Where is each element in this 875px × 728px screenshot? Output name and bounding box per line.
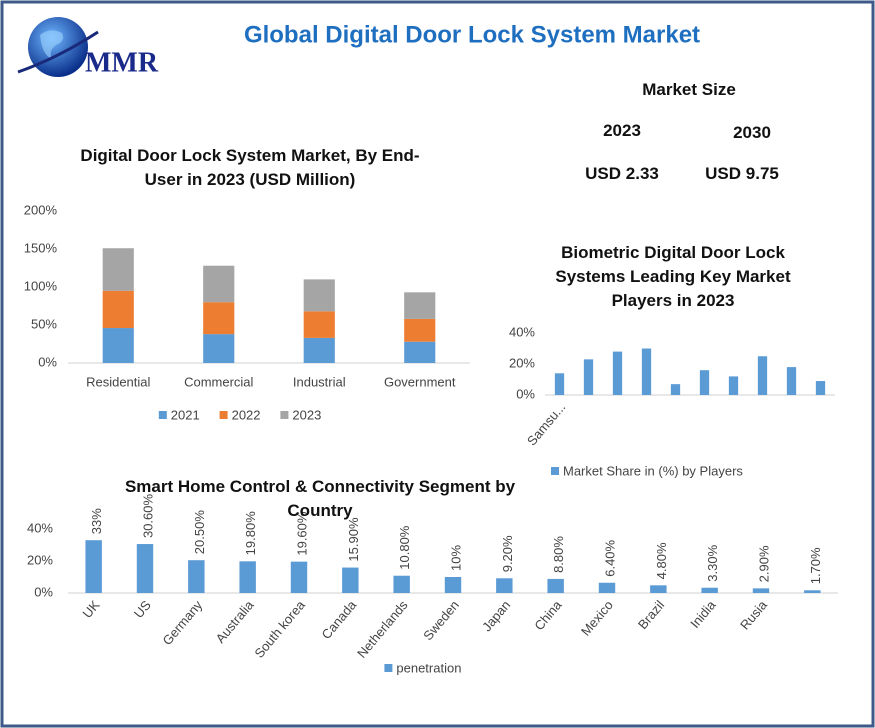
y-tick-label: 0% [38, 354, 57, 369]
y-tick-label: 200% [24, 202, 58, 217]
legend-swatch [551, 467, 559, 475]
data-label: 9.20% [500, 535, 515, 572]
data-label: 6.40% [602, 539, 617, 576]
x-tick-label: Industrial [293, 374, 346, 389]
legend-swatch [384, 664, 393, 672]
bar [404, 292, 436, 319]
data-label: 2.90% [756, 545, 771, 582]
data-label: 33% [89, 508, 104, 534]
y-tick-label: 100% [24, 278, 58, 293]
legend-swatch [158, 411, 167, 419]
logo-globe [28, 17, 88, 77]
legend-swatch [280, 411, 289, 419]
logo-swoosh [17, 30, 99, 74]
bar [496, 578, 513, 593]
logo-text: MMR [85, 47, 159, 78]
bar [290, 561, 308, 593]
data-label: 19.80% [243, 511, 258, 556]
bar [303, 279, 335, 312]
bar [612, 351, 623, 395]
y-tick-label: 0% [516, 386, 535, 401]
data-label: 4.80% [654, 542, 669, 579]
y-tick-label: 40% [27, 520, 53, 535]
bar [728, 376, 739, 395]
data-label: 3.30% [705, 544, 720, 581]
bar [203, 265, 235, 303]
market-value: USD 2.33 [585, 164, 659, 183]
market-value: USD 9.75 [705, 164, 779, 183]
bar [136, 544, 154, 593]
y-tick-label: 40% [509, 324, 535, 339]
bar [188, 560, 205, 593]
bar [239, 561, 256, 593]
bar [547, 578, 564, 593]
market-year: 2030 [733, 123, 771, 142]
chart-title: Biometric Digital Door Lock Systems Lead… [555, 243, 791, 310]
bar [102, 328, 134, 363]
bar [303, 337, 335, 363]
bar [303, 311, 335, 338]
data-label: 30.60% [140, 494, 155, 539]
bar [701, 587, 718, 593]
bar [404, 341, 436, 363]
bar [786, 367, 797, 395]
main-title: Global Digital Door Lock System Market [244, 21, 700, 48]
y-tick-label: 20% [509, 355, 535, 370]
bar [554, 373, 565, 395]
legend-label: 2022 [232, 407, 261, 422]
bar [404, 318, 436, 342]
y-tick-label: 0% [34, 584, 53, 599]
bar [203, 334, 235, 363]
market-year: 2023 [603, 121, 641, 140]
bar [342, 567, 359, 593]
chart-title: Digital Door Lock System Market, By End-… [80, 146, 420, 189]
bar [815, 381, 826, 395]
bar [804, 590, 821, 593]
data-label: 10% [448, 545, 463, 571]
bar [85, 540, 102, 593]
legend-swatch [219, 411, 228, 419]
bar [641, 348, 652, 395]
data-label: 8.80% [551, 536, 566, 573]
legend-label: penetration [396, 660, 461, 675]
chart-title: Smart Home Control & Connectivity Segmen… [124, 477, 516, 520]
logo-land [40, 30, 64, 59]
legend-label: Market Share in (%) by Players [563, 463, 743, 478]
bar [699, 370, 710, 395]
y-tick-label: 50% [31, 316, 57, 331]
bar [583, 359, 594, 395]
bar [203, 302, 235, 335]
bar [102, 290, 134, 329]
bar [650, 585, 667, 593]
data-label: 1.70% [808, 547, 823, 584]
data-label: 15.90% [346, 517, 361, 562]
y-tick-label: 150% [24, 240, 58, 255]
bar [752, 588, 770, 593]
bar [393, 575, 410, 593]
data-label: 19.60% [294, 511, 309, 556]
x-tick-label: Residential [86, 374, 150, 389]
legend-label: 2023 [292, 407, 321, 422]
x-tick-label: Government [384, 374, 456, 389]
y-tick-label: 20% [27, 552, 53, 567]
bar [670, 384, 681, 395]
legend-label: 2021 [171, 407, 200, 422]
bar [444, 577, 462, 593]
bar [598, 582, 616, 593]
data-label: 10.80% [397, 525, 412, 570]
x-tick-label: Commercial [184, 374, 253, 389]
bar [102, 248, 134, 291]
bar [757, 356, 768, 395]
market-size-title: Market Size [642, 80, 736, 99]
data-label: 20.50% [192, 510, 207, 555]
